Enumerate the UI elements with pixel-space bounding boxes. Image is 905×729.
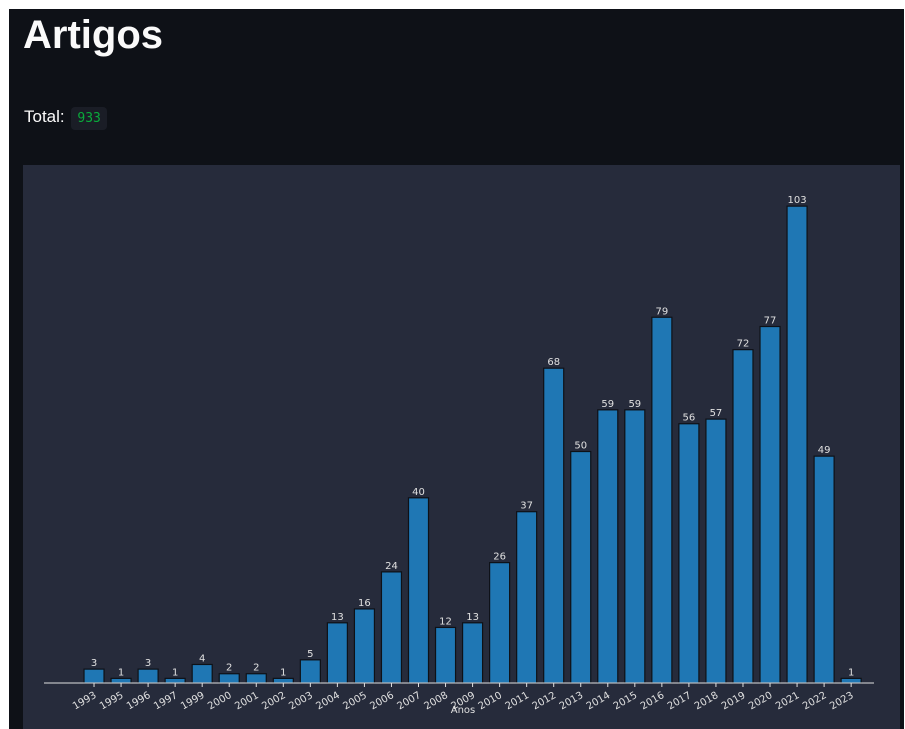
data-label: 57	[710, 408, 723, 419]
bar	[83, 668, 105, 684]
bar	[597, 409, 619, 684]
data-label: 1	[172, 667, 178, 678]
total: Total: 933	[24, 107, 107, 130]
bar	[191, 663, 213, 684]
data-label: 2	[226, 663, 232, 674]
data-label: 2	[253, 663, 259, 674]
data-label: 13	[466, 612, 479, 623]
data-label: 1	[280, 667, 286, 678]
bar	[840, 677, 862, 684]
data-label: 59	[628, 399, 641, 410]
bar	[407, 497, 430, 684]
data-label: 50	[574, 441, 587, 452]
data-label: 59	[601, 399, 614, 410]
page-title: Artigos	[23, 13, 163, 57]
bar	[489, 562, 511, 684]
app: Artigos Total: 933 Anos 3 1993 1 1995 3 1996 1…	[9, 9, 904, 729]
data-label: 12	[439, 616, 452, 627]
bar	[516, 511, 538, 684]
bar	[786, 205, 808, 684]
bar	[164, 677, 186, 684]
data-label: 4	[199, 653, 205, 664]
data-label: 16	[358, 598, 371, 609]
bar	[245, 673, 267, 684]
data-label: 40	[412, 487, 425, 498]
bar	[434, 626, 457, 684]
chart: Anos 31993119953199611997419992200022001…	[23, 165, 900, 729]
data-label: 79	[655, 306, 668, 317]
bar	[570, 450, 592, 684]
bar	[732, 349, 754, 684]
data-label: 5	[307, 649, 313, 660]
bar	[272, 677, 294, 684]
bar	[326, 622, 348, 684]
data-label: 26	[493, 552, 506, 563]
data-label: 1	[848, 667, 854, 678]
total-value: 933	[71, 107, 107, 130]
bar	[624, 409, 646, 684]
bar	[110, 677, 132, 684]
data-label: 56	[683, 413, 696, 424]
data-label: 72	[737, 339, 750, 350]
bar	[651, 316, 673, 684]
bar	[813, 455, 835, 684]
data-label: 13	[331, 612, 344, 623]
bar	[137, 668, 159, 684]
data-label: 77	[764, 316, 777, 327]
bar	[218, 673, 240, 684]
bar	[461, 622, 484, 684]
bar	[353, 608, 376, 684]
data-label: 1	[118, 667, 124, 678]
data-label: 3	[145, 658, 151, 669]
bar	[705, 418, 727, 684]
bar	[380, 571, 403, 684]
data-label: 37	[520, 501, 533, 512]
bar	[543, 367, 565, 684]
data-label: 103	[788, 195, 807, 206]
data-label: 68	[547, 357, 560, 368]
data-label: 3	[91, 658, 97, 669]
total-label: Total:	[24, 107, 65, 126]
x-axis-label: Anos	[451, 705, 476, 716]
bar	[299, 659, 321, 684]
bar	[678, 423, 700, 684]
chart-background	[23, 165, 900, 729]
data-label: 24	[385, 561, 398, 572]
data-label: 49	[818, 445, 831, 456]
bar	[759, 325, 781, 684]
